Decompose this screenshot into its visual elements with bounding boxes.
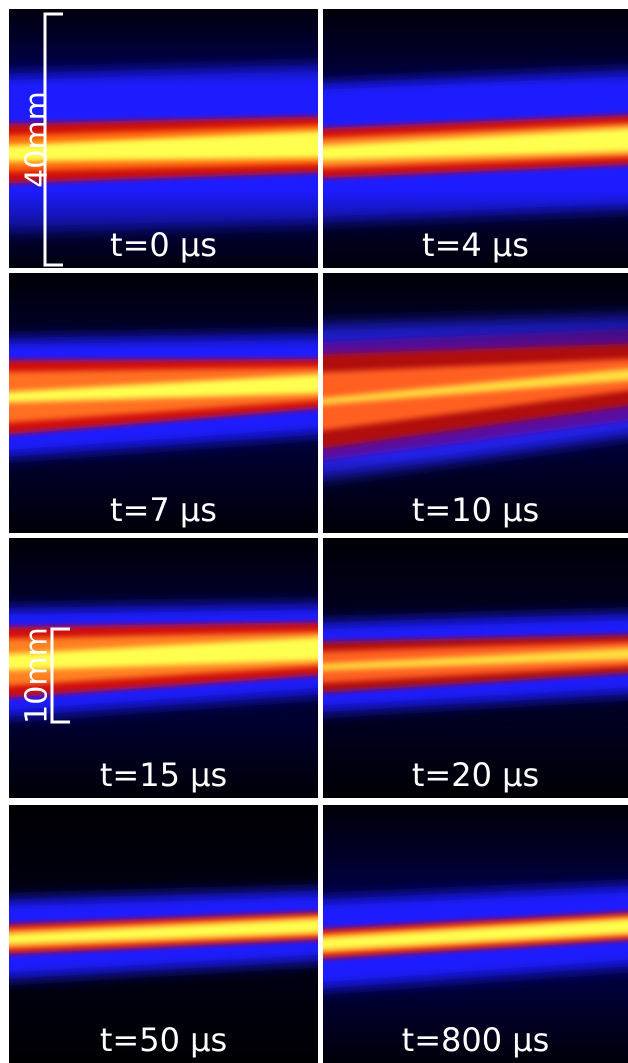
image-panel: t=20 μs — [323, 538, 628, 798]
time-label: t=10 μs — [412, 491, 539, 529]
time-label: t=800 μs — [402, 1021, 550, 1059]
dark-fade — [323, 9, 628, 268]
image-panel: t=7 μs — [9, 273, 318, 533]
dark-fade — [9, 9, 318, 268]
image-panel: t=10 μs — [323, 273, 628, 533]
time-label: t=7 μs — [110, 491, 217, 529]
dark-fade — [323, 805, 628, 1063]
image-panel: t=4 μs — [323, 9, 628, 268]
time-label: t=15 μs — [100, 756, 227, 794]
image-panel: t=15 μs — [9, 538, 318, 798]
scale-bar — [43, 12, 63, 267]
time-label: t=0 μs — [110, 226, 217, 264]
time-label: t=4 μs — [422, 226, 529, 264]
image-panel: t=0 μs — [9, 9, 318, 268]
image-panel: t=800 μs — [323, 805, 628, 1063]
time-label: t=20 μs — [412, 756, 539, 794]
dark-fade — [9, 273, 318, 533]
time-label: t=50 μs — [100, 1021, 227, 1059]
scale-bar — [50, 627, 70, 724]
dark-fade — [9, 805, 318, 1063]
scale-label: 40mm — [20, 91, 55, 188]
scale-label: 10mm — [20, 627, 55, 724]
dark-fade — [323, 273, 628, 533]
dark-fade — [9, 538, 318, 798]
dark-fade — [323, 538, 628, 798]
image-panel: t=50 μs — [9, 805, 318, 1063]
